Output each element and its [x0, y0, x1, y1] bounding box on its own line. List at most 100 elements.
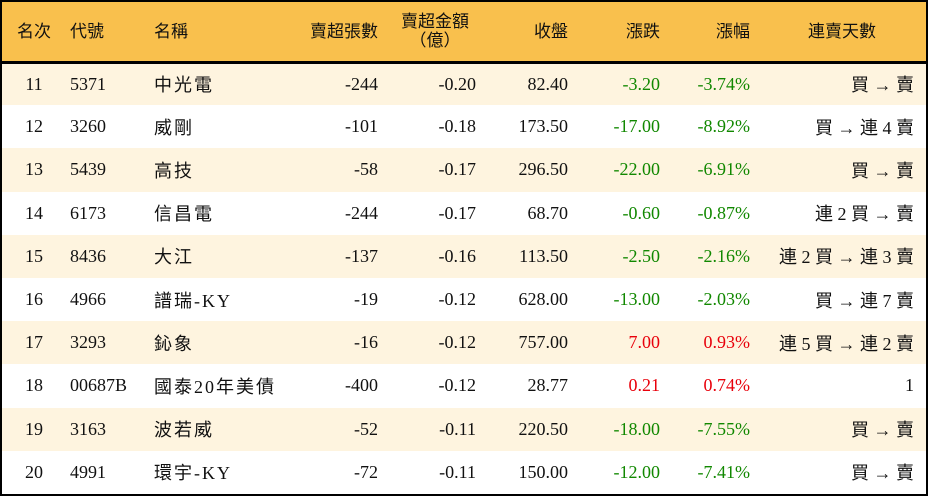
cell-streak: 買 → 賣	[851, 463, 914, 484]
cell-close: 628.00	[518, 289, 569, 310]
table-row[interactable]: 19 3163 波若威 -52 -0.11 220.50 -18.00 -7.5…	[2, 407, 926, 451]
cell-code[interactable]: 5371	[70, 73, 106, 94]
cell-code[interactable]: 8436	[70, 245, 106, 266]
cell-streak: 連 5 買 → 連 2 賣	[779, 333, 914, 354]
cell-name[interactable]: 環宇-KY	[154, 463, 232, 484]
header-change[interactable]: 漲跌	[626, 21, 660, 41]
cell-close: 68.70	[527, 202, 569, 223]
cell-streak: 買 → 賣	[851, 420, 914, 441]
cell-change: -12.00	[613, 461, 661, 482]
cell-name[interactable]: 信昌電	[154, 204, 214, 225]
cell-rank: 11	[25, 73, 43, 94]
cell-net-sell-amount: -0.17	[438, 159, 477, 180]
cell-name[interactable]: 威剛	[154, 117, 194, 138]
table-row[interactable]: 17 3293 鈊象 -16 -0.12 757.00 7.00 0.93% 連…	[2, 321, 926, 365]
cell-close: 28.77	[527, 375, 569, 396]
cell-change: -13.00	[613, 289, 661, 310]
cell-net-sell-lots: -244	[345, 202, 378, 223]
table-row[interactable]: 13 5439 高技 -58 -0.17 296.50 -22.00 -6.91…	[2, 148, 926, 192]
cell-code[interactable]: 6173	[70, 202, 106, 223]
cell-net-sell-lots: -137	[345, 245, 378, 266]
header-close[interactable]: 收盤	[534, 21, 568, 41]
cell-change: 0.21	[628, 375, 661, 396]
cell-code[interactable]: 3293	[70, 332, 106, 353]
cell-net-sell-amount: -0.11	[439, 418, 476, 439]
cell-code[interactable]: 5439	[70, 159, 106, 180]
cell-rank: 17	[25, 332, 43, 353]
cell-net-sell-lots: -16	[354, 332, 378, 353]
cell-change: -18.00	[613, 418, 661, 439]
cell-change-pct: -2.03%	[697, 289, 751, 310]
cell-close: 113.50	[519, 245, 568, 266]
cell-streak: 買 → 賣	[851, 75, 914, 96]
cell-code[interactable]: 00687B	[70, 375, 128, 396]
cell-rank: 12	[25, 116, 43, 137]
table-header-row: 名次 代號 名稱 賣超張數 賣超金額 （億） 收盤 漲跌 漲幅 連賣天數	[2, 2, 926, 62]
table-row[interactable]: 12 3260 威剛 -101 -0.18 173.50 -17.00 -8.9…	[2, 105, 926, 149]
cell-rank: 20	[25, 461, 43, 482]
cell-change: -3.20	[622, 73, 661, 94]
cell-net-sell-amount: -0.12	[438, 332, 477, 353]
cell-code[interactable]: 4991	[70, 461, 106, 482]
header-rank[interactable]: 名次	[17, 21, 51, 41]
cell-net-sell-lots: -52	[354, 418, 378, 439]
cell-close: 150.00	[518, 461, 569, 482]
cell-name[interactable]: 大江	[154, 247, 194, 268]
cell-close: 757.00	[518, 332, 569, 353]
table-row[interactable]: 11 5371 中光電 -244 -0.20 82.40 -3.20 -3.74…	[2, 62, 926, 106]
cell-rank: 19	[25, 418, 43, 439]
header-streak[interactable]: 連賣天數	[808, 21, 876, 41]
header-net-sell-amount[interactable]: 賣超金額 （億）	[386, 2, 484, 62]
cell-net-sell-lots: -19	[354, 289, 378, 310]
cell-close: 173.50	[518, 116, 569, 137]
cell-streak: 買 → 連 7 賣	[815, 290, 914, 311]
header-net-sell-lots[interactable]: 賣超張數	[310, 21, 378, 41]
cell-rank: 15	[25, 245, 43, 266]
cell-change: -22.00	[613, 159, 661, 180]
table-row[interactable]: 18 00687B 國泰20年美債 -400 -0.12 28.77 0.21 …	[2, 364, 926, 408]
table-row[interactable]: 20 4991 環宇-KY -72 -0.11 150.00 -12.00 -7…	[2, 450, 926, 494]
cell-change-pct: -3.74%	[697, 73, 751, 94]
cell-name[interactable]: 波若威	[154, 420, 214, 441]
table-row[interactable]: 16 4966 譜瑞-KY -19 -0.12 628.00 -13.00 -2…	[2, 277, 926, 322]
cell-net-sell-lots: -58	[354, 159, 378, 180]
header-code[interactable]: 代號	[70, 21, 104, 41]
cell-close: 82.40	[527, 73, 569, 94]
cell-streak: 連 2 買 → 連 3 賣	[779, 247, 914, 268]
cell-rank: 14	[25, 202, 43, 223]
cell-code[interactable]: 3260	[70, 116, 106, 137]
cell-code[interactable]: 3163	[70, 418, 106, 439]
cell-name[interactable]: 中光電	[154, 75, 214, 96]
cell-streak: 1	[905, 375, 914, 396]
cell-code[interactable]: 4966	[70, 289, 106, 310]
header-net-sell-amount-line1: 賣超金額	[401, 12, 469, 32]
cell-streak: 買 → 賣	[851, 160, 914, 181]
cell-change-pct: -7.55%	[697, 418, 751, 439]
cell-name[interactable]: 國泰20年美債	[154, 376, 276, 397]
cell-name[interactable]: 譜瑞-KY	[154, 290, 232, 311]
header-change-pct[interactable]: 漲幅	[716, 21, 750, 41]
table-row[interactable]: 15 8436 大江 -137 -0.16 113.50 -2.50 -2.16…	[2, 234, 926, 278]
cell-net-sell-amount: -0.16	[438, 245, 477, 266]
cell-name[interactable]: 鈊象	[154, 333, 194, 354]
cell-change-pct: -0.87%	[697, 202, 751, 223]
cell-close: 220.50	[518, 418, 569, 439]
cell-net-sell-amount: -0.18	[438, 116, 477, 137]
header-net-sell-amount-line2: （億）	[409, 31, 461, 51]
cell-net-sell-amount: -0.17	[438, 202, 477, 223]
cell-name[interactable]: 高技	[154, 160, 194, 181]
cell-change: -0.60	[622, 202, 661, 223]
cell-close: 296.50	[518, 159, 569, 180]
cell-streak: 連 2 買 → 賣	[815, 204, 914, 225]
cell-change-pct: -6.91%	[697, 159, 751, 180]
cell-change-pct: 0.93%	[703, 332, 751, 353]
cell-change: -17.00	[613, 116, 661, 137]
cell-rank: 16	[25, 289, 43, 310]
header-name[interactable]: 名稱	[154, 21, 188, 41]
table-row[interactable]: 14 6173 信昌電 -244 -0.17 68.70 -0.60 -0.87…	[2, 191, 926, 235]
cell-net-sell-amount: -0.12	[438, 375, 477, 396]
cell-rank: 13	[25, 159, 43, 180]
cell-change-pct: -7.41%	[697, 461, 751, 482]
